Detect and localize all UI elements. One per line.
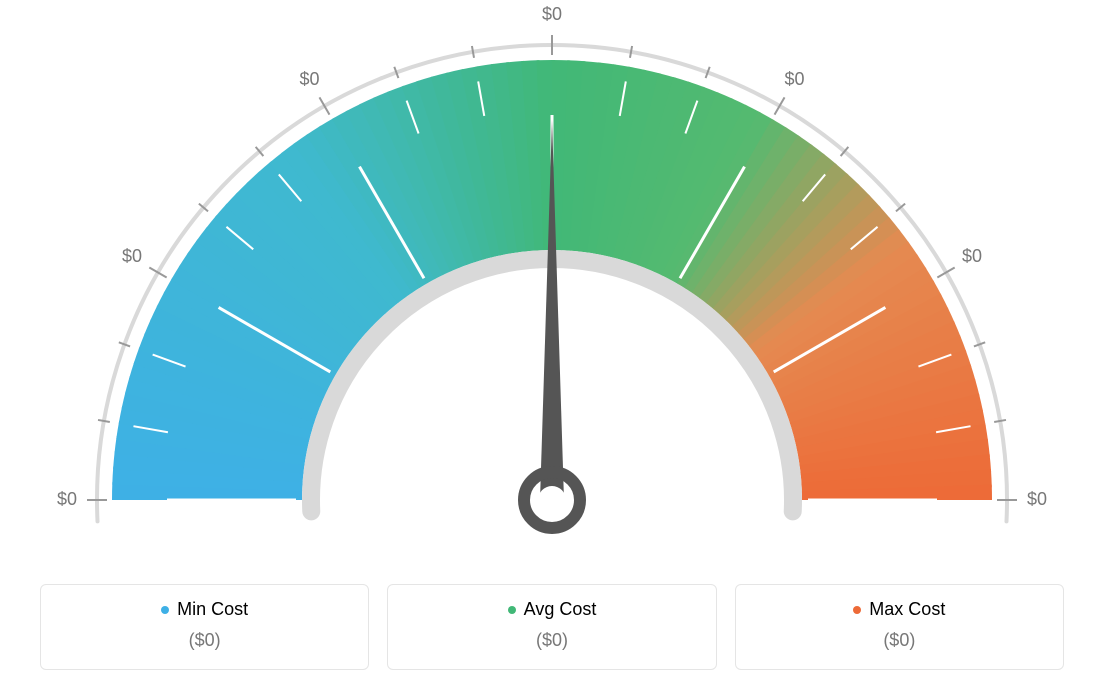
- svg-text:$0: $0: [1027, 489, 1047, 509]
- legend-value-max: ($0): [746, 630, 1053, 651]
- svg-text:$0: $0: [962, 246, 982, 266]
- cost-gauge-chart: $0 $0 $0 $0 $0 $0 $0: [0, 0, 1104, 560]
- svg-text:$0: $0: [785, 69, 805, 89]
- legend-card-max: Max Cost ($0): [735, 584, 1064, 670]
- legend-label-max: Max Cost: [869, 599, 945, 620]
- svg-text:$0: $0: [299, 69, 319, 89]
- legend-dot-avg: [508, 606, 516, 614]
- svg-text:$0: $0: [542, 4, 562, 24]
- legend-title-avg: Avg Cost: [508, 599, 597, 620]
- gauge-svg: $0 $0 $0 $0 $0 $0 $0: [0, 0, 1104, 560]
- legend-card-avg: Avg Cost ($0): [387, 584, 716, 670]
- legend-label-min: Min Cost: [177, 599, 248, 620]
- legend-label-avg: Avg Cost: [524, 599, 597, 620]
- legend-value-avg: ($0): [398, 630, 705, 651]
- legend-card-min: Min Cost ($0): [40, 584, 369, 670]
- svg-text:$0: $0: [122, 246, 142, 266]
- legend-dot-min: [161, 606, 169, 614]
- legend-title-min: Min Cost: [161, 599, 248, 620]
- legend-value-min: ($0): [51, 630, 358, 651]
- legend-dot-max: [853, 606, 861, 614]
- svg-text:$0: $0: [57, 489, 77, 509]
- legend-title-max: Max Cost: [853, 599, 945, 620]
- legend-row: Min Cost ($0) Avg Cost ($0) Max Cost ($0…: [0, 574, 1104, 690]
